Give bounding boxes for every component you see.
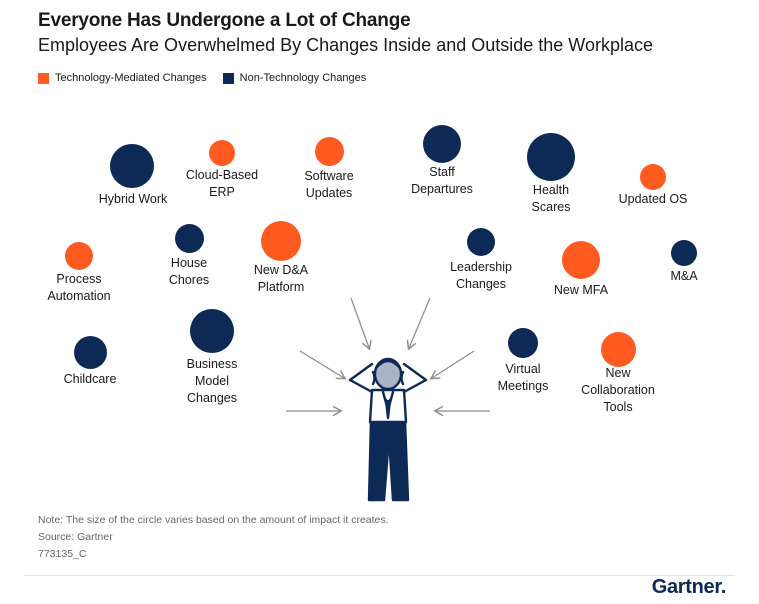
person-hand-right bbox=[400, 370, 405, 386]
footnote: Note: The size of the circle varies base… bbox=[38, 514, 389, 526]
person-hair bbox=[374, 359, 402, 370]
label-new-collaboration-tools: New Collaboration Tools bbox=[581, 365, 655, 416]
label-health-scares-line1: Health bbox=[532, 183, 570, 197]
label-virtual-meetings-line1: Virtual bbox=[505, 362, 541, 376]
legend: Technology-Mediated Changes Non-Technolo… bbox=[38, 72, 382, 84]
circle-house-chores bbox=[175, 224, 204, 253]
person-hand-left bbox=[371, 370, 376, 386]
circle-updated-os bbox=[640, 164, 666, 190]
label-leadership-changes-line2: Changes bbox=[455, 277, 507, 291]
chart-subtitle: Employees Are Overwhelmed By Changes Ins… bbox=[38, 35, 653, 55]
label-business-model-changes: Business Model Changes bbox=[187, 356, 238, 407]
label-health-scares-line2: Scares bbox=[531, 200, 571, 214]
circle-software-updates bbox=[315, 137, 344, 166]
arrow-top-right bbox=[409, 297, 431, 348]
label-leadership-changes-line1: Leadership bbox=[450, 260, 512, 274]
label-new-collaboration-tools-line2: Collaboration bbox=[581, 383, 655, 397]
label-virtual-meetings-line2: Meetings bbox=[497, 379, 549, 393]
person bbox=[348, 357, 428, 502]
label-process-automation-line1: Process bbox=[56, 272, 102, 286]
person-legs bbox=[367, 418, 410, 502]
gartner-logo: Gartner. bbox=[651, 576, 727, 598]
label-house-chores-line2: Chores bbox=[168, 273, 210, 287]
circle-new-collaboration-tools bbox=[601, 332, 636, 367]
circle-childcare bbox=[74, 336, 107, 369]
circle-process-automation bbox=[65, 242, 93, 270]
label-childcare: Childcare bbox=[63, 372, 117, 386]
legend-item-nontech: Non-Technology Changes bbox=[222, 72, 367, 84]
circle-ma bbox=[671, 240, 697, 266]
person-tie bbox=[384, 398, 392, 420]
circle-business-model-changes bbox=[190, 309, 234, 353]
label-hybrid-work: Hybrid Work bbox=[98, 192, 168, 206]
label-process-automation: Process Automation bbox=[47, 271, 110, 305]
label-software-updates-line1: Software bbox=[304, 169, 354, 183]
label-new-mfa: New MFA bbox=[553, 283, 609, 297]
arrow-mid-left bbox=[299, 350, 344, 378]
label-software-updates-line2: Updates bbox=[305, 186, 353, 200]
label-staff-departures: Staff Departures bbox=[411, 164, 473, 198]
label-process-automation-line2: Automation bbox=[47, 289, 111, 303]
label-new-collaboration-tools-line1: New bbox=[605, 366, 631, 380]
label-cloud-erp-line2: ERP bbox=[209, 185, 235, 199]
label-software-updates: Software Updates bbox=[304, 168, 353, 202]
legend-swatch-nontech bbox=[222, 72, 234, 84]
label-leadership-changes: Leadership Changes bbox=[450, 259, 512, 293]
circle-cloud-erp bbox=[209, 140, 235, 166]
label-house-chores-line1: House bbox=[170, 256, 208, 270]
label-staff-departures-line1: Staff bbox=[429, 165, 455, 179]
arrow-mid-right bbox=[432, 350, 475, 378]
label-business-model-changes-line3: Changes bbox=[186, 391, 238, 405]
legend-label-nontech: Non-Technology Changes bbox=[239, 72, 367, 84]
label-cloud-erp: Cloud-Based ERP bbox=[186, 167, 258, 201]
label-virtual-meetings: Virtual Meetings bbox=[498, 361, 549, 395]
circle-new-mfa bbox=[562, 241, 600, 279]
arrow-top-left bbox=[350, 297, 369, 348]
source-text: Source: Gartner bbox=[38, 531, 113, 543]
label-business-model-changes-line1: Business bbox=[186, 357, 238, 371]
label-ma: M&A bbox=[670, 269, 698, 283]
label-house-chores: House Chores bbox=[169, 255, 209, 289]
label-new-collaboration-tools-line3: Tools bbox=[603, 400, 633, 414]
label-cloud-erp-line1: Cloud-Based bbox=[185, 168, 259, 182]
label-new-da-platform-line2: Platform bbox=[257, 280, 305, 294]
footer-divider bbox=[24, 575, 735, 576]
legend-item-tech: Technology-Mediated Changes bbox=[38, 72, 207, 84]
circle-hybrid-work bbox=[110, 144, 154, 188]
chart-title: Everyone Has Undergone a Lot of Change bbox=[38, 10, 411, 31]
label-new-da-platform: New D&A Platform bbox=[254, 262, 308, 296]
circle-leadership-changes bbox=[467, 228, 495, 256]
circle-health-scares bbox=[527, 133, 575, 181]
person-right-arm bbox=[402, 362, 428, 394]
document-id: 773135_C bbox=[38, 548, 87, 560]
person-left-arm bbox=[348, 362, 374, 394]
label-business-model-changes-line2: Model bbox=[194, 374, 230, 388]
circle-new-da-platform bbox=[261, 221, 301, 261]
label-updated-os: Updated OS bbox=[618, 192, 688, 206]
circle-virtual-meetings bbox=[508, 328, 538, 358]
legend-swatch-tech bbox=[38, 72, 49, 84]
arrows bbox=[286, 297, 490, 411]
label-health-scares: Health Scares bbox=[532, 182, 571, 216]
circle-staff-departures bbox=[423, 125, 461, 163]
legend-label-tech: Technology-Mediated Changes bbox=[55, 72, 207, 84]
label-new-da-platform-line1: New D&A bbox=[253, 263, 309, 277]
label-staff-departures-line2: Departures bbox=[411, 182, 473, 196]
